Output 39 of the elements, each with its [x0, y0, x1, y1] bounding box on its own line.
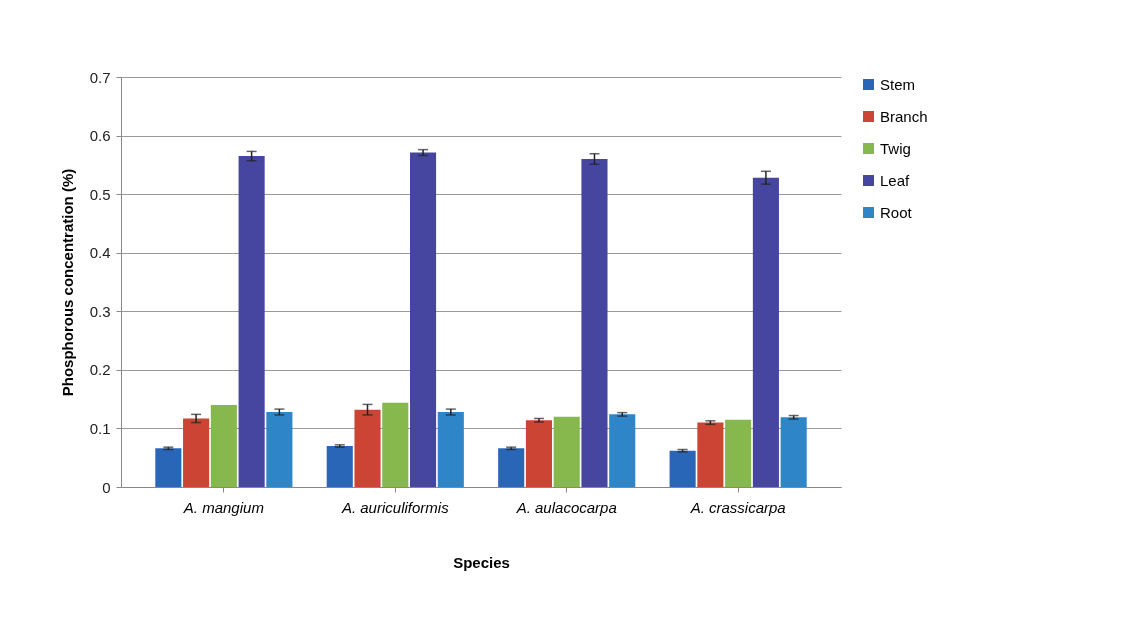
legend-label: Twig	[880, 139, 911, 157]
bar	[155, 448, 182, 487]
y-axis-title: Phosphorous concentration (%)	[58, 168, 76, 397]
legend-label: Stem	[880, 75, 916, 93]
bar	[525, 420, 552, 487]
bar	[354, 409, 381, 487]
y-tick-label: 0.3	[89, 302, 111, 320]
y-tick-label: 0.5	[89, 185, 111, 203]
bar	[780, 417, 807, 487]
bar	[382, 402, 409, 487]
y-tick-label: 0.4	[89, 244, 111, 262]
y-tick-label: 0.7	[89, 68, 111, 86]
y-tick-label: 0.1	[89, 419, 111, 437]
bar	[609, 414, 636, 487]
legend-label: Root	[880, 203, 913, 221]
x-tick-label: A. mangium	[182, 498, 264, 516]
bar	[581, 159, 608, 487]
bar	[410, 152, 437, 487]
bar	[697, 422, 724, 487]
bar	[326, 446, 353, 487]
bar	[266, 412, 293, 487]
x-tick-label: A. auriculiformis	[340, 498, 450, 516]
legend-label: Branch	[880, 107, 928, 125]
bar	[669, 450, 696, 487]
bar	[437, 412, 464, 487]
bar	[238, 156, 265, 487]
x-tick-label: A. aulacocarpa	[515, 498, 617, 516]
y-tick-label: 0.6	[89, 127, 111, 145]
y-tick-label: 0.2	[89, 361, 111, 379]
bar	[210, 405, 237, 487]
y-tick-label: 0	[102, 478, 111, 496]
bar	[725, 419, 752, 487]
bar	[752, 177, 779, 487]
x-axis-title: Species	[453, 553, 510, 571]
bar	[553, 416, 580, 487]
bar	[183, 418, 210, 487]
x-tick-label: A. crassicarpa	[689, 498, 786, 516]
legend-label: Leaf	[880, 171, 911, 189]
bar	[498, 448, 525, 487]
